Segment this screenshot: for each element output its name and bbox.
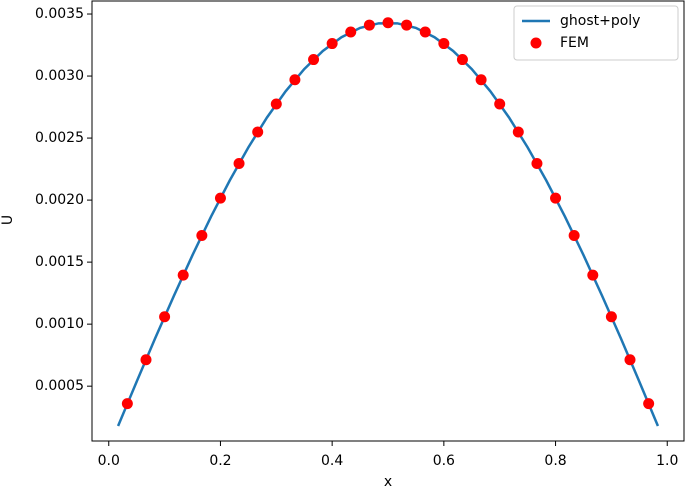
data-point <box>456 54 468 66</box>
data-point <box>438 38 450 50</box>
data-point <box>605 311 617 323</box>
data-point <box>419 26 431 38</box>
data-point <box>587 269 599 281</box>
legend-label: FEM <box>560 35 589 51</box>
data-point <box>512 126 524 138</box>
data-point <box>624 354 636 366</box>
data-point <box>475 74 487 86</box>
legend-box <box>513 5 679 61</box>
x-tick-label: 0.6 <box>433 453 455 469</box>
series-line <box>116 22 660 427</box>
data-point <box>308 54 320 66</box>
legend-marker <box>530 37 542 49</box>
y-tick-label: 0.0020 <box>35 192 84 208</box>
data-point <box>289 74 301 86</box>
y-tick-label: 0.0030 <box>35 68 84 84</box>
data-point <box>494 98 506 110</box>
data-point <box>550 192 562 204</box>
x-tick-label: 0.2 <box>209 453 231 469</box>
y-axis-label: U <box>0 215 16 225</box>
y-tick-label: 0.0035 <box>35 6 84 22</box>
x-tick-label: 0.8 <box>544 453 566 469</box>
legend-label: ghost+poly <box>560 13 640 29</box>
data-point <box>196 229 208 241</box>
data-point <box>531 158 543 170</box>
y-tick-label: 0.0025 <box>35 130 84 146</box>
data-point <box>363 19 375 31</box>
x-tick-label: 0.0 <box>98 453 120 469</box>
y-tick-label: 0.0010 <box>35 316 84 332</box>
data-point <box>121 398 133 410</box>
data-point <box>382 17 394 29</box>
x-tick-label: 1.0 <box>656 453 678 469</box>
x-axis-label: x <box>384 474 392 489</box>
data-point <box>159 311 171 323</box>
data-point <box>345 26 357 38</box>
data-point <box>140 354 152 366</box>
data-point <box>643 398 655 410</box>
data-point <box>214 192 226 204</box>
data-point <box>252 126 264 138</box>
plot-frame <box>91 0 685 442</box>
data-point <box>401 19 413 31</box>
data-point <box>270 98 282 110</box>
y-tick-label: 0.0005 <box>35 378 84 394</box>
data-point <box>326 38 338 50</box>
data-point <box>233 158 245 170</box>
data-point <box>177 269 189 281</box>
y-tick-label: 0.0015 <box>35 254 84 270</box>
data-point <box>568 229 580 241</box>
x-tick-label: 0.4 <box>321 453 343 469</box>
